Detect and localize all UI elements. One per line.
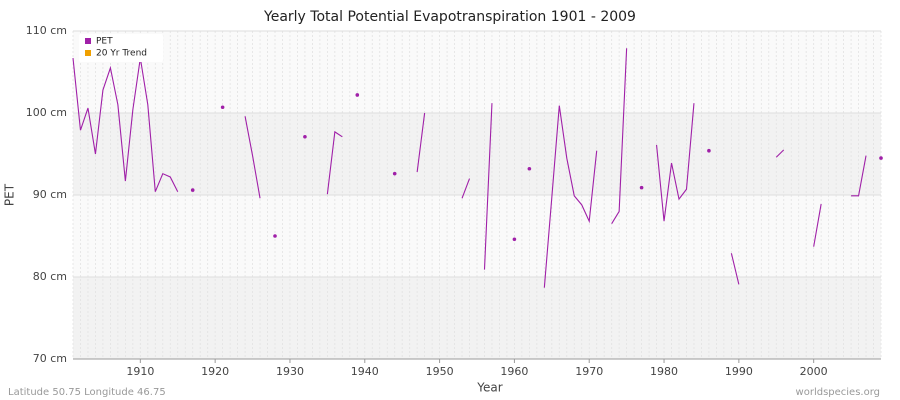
data-line — [416, 112, 426, 173]
footer-right: worldspecies.org — [796, 387, 880, 398]
x-tick-label: 1940 — [351, 365, 379, 378]
x-tick-label: 1910 — [126, 365, 154, 378]
data-line — [543, 105, 598, 288]
y-tick-label: 70 cm — [33, 352, 67, 365]
data-point — [639, 185, 644, 190]
data-line — [483, 103, 493, 270]
data-line — [851, 155, 867, 197]
x-tick-label: 2000 — [800, 365, 828, 378]
x-tick-label: 1930 — [276, 365, 304, 378]
data-line — [326, 130, 343, 195]
x-tick-label: 1970 — [575, 365, 603, 378]
chart-title: Yearly Total Potential Evapotranspiratio… — [263, 9, 636, 25]
data-point — [220, 105, 225, 110]
footer-left: Latitude 50.75 Longitude 46.75 — [8, 387, 166, 398]
plot-background — [72, 30, 882, 360]
data-line — [656, 103, 695, 222]
x-tick-label: 1990 — [725, 365, 753, 378]
data-line — [611, 48, 628, 224]
legend-swatch — [85, 50, 91, 56]
legend-box — [79, 34, 163, 62]
data-point — [512, 237, 517, 242]
grid-band — [73, 113, 881, 195]
data-point — [527, 166, 532, 171]
data-line — [775, 149, 785, 158]
data-line — [813, 203, 822, 247]
data-line — [730, 253, 740, 285]
y-tick-label: 80 cm — [33, 270, 67, 283]
data-point — [879, 156, 883, 160]
data-point — [190, 188, 195, 192]
y-tick-label: 100 cm — [26, 106, 67, 119]
x-axis-label: Year — [476, 381, 502, 395]
data-point — [303, 134, 307, 139]
x-tick-label: 1960 — [500, 365, 528, 378]
x-tick-label: 1980 — [650, 365, 678, 378]
grid-band — [73, 277, 881, 359]
data-line — [461, 178, 471, 199]
y-tick-label: 110 cm — [26, 24, 67, 37]
legend-label: PET — [96, 37, 113, 47]
data-point — [707, 148, 711, 153]
data-line — [244, 116, 261, 199]
x-tick-label: 1920 — [201, 365, 229, 378]
legend-label: 20 Yr Trend — [96, 49, 147, 59]
legend-swatch — [85, 38, 91, 44]
y-axis-label: PET — [3, 183, 17, 206]
data-point — [355, 93, 360, 97]
data-point — [273, 234, 277, 238]
y-tick-label: 90 cm — [33, 188, 67, 201]
data-point — [392, 171, 397, 176]
x-tick-label: 1950 — [426, 365, 454, 378]
data-line — [72, 57, 179, 192]
